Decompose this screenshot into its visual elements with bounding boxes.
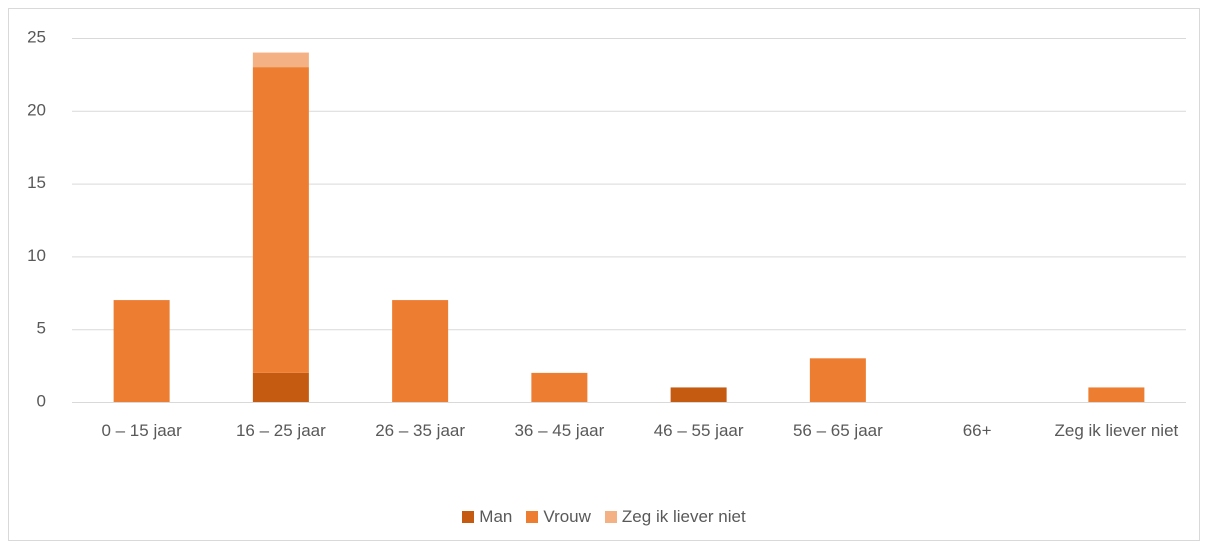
bar-segment bbox=[1088, 387, 1145, 402]
legend-label: Vrouw bbox=[543, 507, 591, 526]
legend-swatch bbox=[462, 511, 475, 523]
y-tick-label: 25 bbox=[27, 27, 46, 46]
legend-item: Zeg ik liever niet bbox=[604, 507, 746, 527]
y-tick-label: 0 bbox=[37, 391, 46, 410]
bar-segment bbox=[392, 300, 449, 402]
bar-segment bbox=[531, 372, 588, 402]
bar-segment bbox=[252, 67, 309, 373]
bar-segment bbox=[252, 372, 309, 402]
bar-segment bbox=[809, 358, 866, 402]
x-tick-label: 0 – 15 jaar bbox=[101, 421, 182, 440]
legend-swatch bbox=[604, 511, 617, 523]
y-tick-label: 5 bbox=[37, 319, 46, 338]
bar-segment bbox=[252, 52, 309, 68]
bar-segment bbox=[670, 387, 727, 402]
chart-border bbox=[8, 8, 1200, 541]
legend-swatch bbox=[526, 511, 539, 523]
x-tick-label: 26 – 35 jaar bbox=[375, 421, 466, 440]
y-tick-label: 10 bbox=[27, 246, 46, 265]
legend-item: Man bbox=[462, 507, 512, 527]
x-tick-label: 56 – 65 jaar bbox=[792, 421, 883, 440]
y-tick-label: 15 bbox=[27, 173, 46, 192]
legend: Man Vrouw Zeg ik liever niet bbox=[0, 507, 1208, 527]
legend-label: Man bbox=[479, 507, 513, 526]
x-tick-label: 66+ bbox=[962, 421, 992, 440]
legend-item: Vrouw bbox=[526, 507, 591, 527]
x-tick-label: 46 – 55 jaar bbox=[653, 421, 744, 440]
bar-segment bbox=[113, 300, 170, 402]
x-tick-label: 16 – 25 jaar bbox=[235, 421, 326, 440]
y-tick-label: 20 bbox=[27, 100, 46, 119]
x-tick-label: Zeg ik liever niet bbox=[1054, 421, 1179, 440]
x-tick-label: 36 – 45 jaar bbox=[514, 421, 605, 440]
legend-label: Zeg ik liever niet bbox=[621, 507, 746, 526]
